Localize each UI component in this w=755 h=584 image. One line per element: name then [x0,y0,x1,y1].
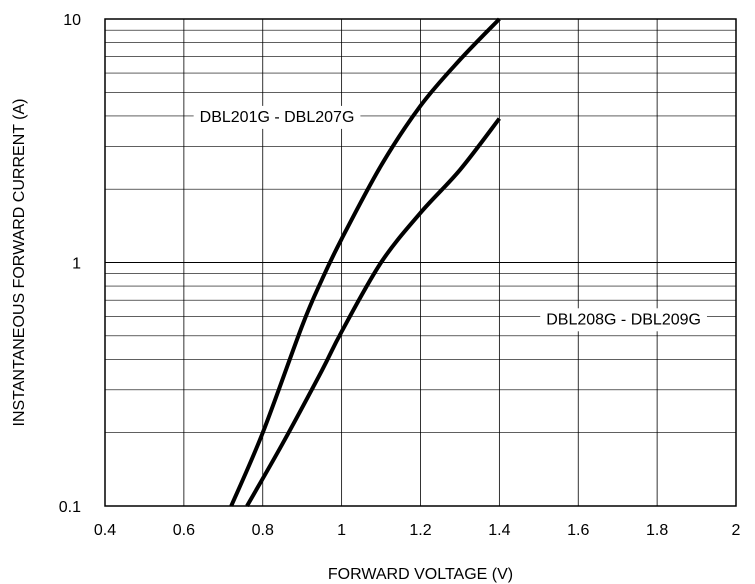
x-tick-label: 1.8 [646,522,668,539]
series-labels: DBL201G - DBL207G DBL208G - DBL209G [193,105,707,332]
series-label-text: DBL208G - DBL209G [546,311,701,328]
y-axis-ticks: 0.1 1 10 [59,12,81,516]
x-tick-label: 1.6 [567,522,589,539]
x-axis-title: FORWARD VOLTAGE (V) [328,566,513,583]
series-label-1: DBL201G - DBL207G [193,105,361,129]
series-label-background [193,105,361,129]
x-tick-label: 1.4 [488,522,510,539]
x-tick-label: 2 [732,522,741,539]
x-axis-ticks: 0.4 0.6 0.8 1 1.2 1.4 1.6 1.8 2 [94,522,741,539]
y-tick-label: 1 [72,256,81,273]
grid [104,18,737,507]
x-tick-label: 1.2 [409,522,431,539]
x-tick-label: 0.4 [94,522,116,539]
x-tick-label: 0.6 [173,522,195,539]
series-label-background [540,308,707,332]
x-tick-label: 0.8 [252,522,274,539]
y-axis-title: INSTANTANEOUS FORWARD CURRENT (A) [11,98,28,426]
series-label-2: DBL208G - DBL209G [540,308,707,332]
series-line-1 [229,17,501,507]
series-lines [229,17,501,507]
series-line-2 [245,117,501,507]
x-tick-label: 1 [337,522,346,539]
plot-frame [104,18,737,507]
y-tick-label: 0.1 [59,499,81,516]
series-label-text: DBL201G - DBL207G [200,109,355,126]
y-tick-label: 10 [63,12,81,29]
